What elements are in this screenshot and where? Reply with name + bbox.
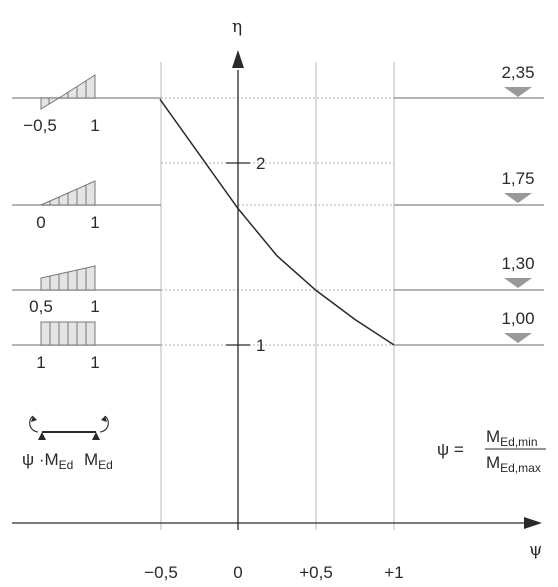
level-label-1-30: 1,30 bbox=[501, 254, 534, 273]
y-tick-2-label: 2 bbox=[256, 154, 265, 173]
level-label-1-75: 1,75 bbox=[501, 169, 534, 188]
moment-right-value-1: 1 bbox=[90, 353, 99, 372]
x-tick-label-0: 0 bbox=[233, 563, 242, 582]
psi-formula: ψ = MEd,min MEd,max bbox=[437, 427, 546, 475]
moment-right-value-neg05: 1 bbox=[90, 116, 99, 135]
x-tick-label-1: +1 bbox=[384, 563, 403, 582]
x-axis-symbol: ψ bbox=[529, 540, 542, 560]
x-axis-arrowhead bbox=[524, 517, 542, 529]
moment-left-value-1: 1 bbox=[36, 353, 45, 372]
y-axis: η 2 1 bbox=[226, 17, 265, 530]
moment-arrowhead-right-icon bbox=[101, 416, 107, 422]
beam-sketch: ψ ·MEd MEd bbox=[22, 415, 113, 472]
level-marker-1-00 bbox=[504, 333, 532, 343]
moment-diagram-05: 0,5 1 bbox=[29, 265, 100, 316]
formula-lhs: ψ = bbox=[437, 440, 464, 459]
level-label-1-00: 1,00 bbox=[501, 309, 534, 328]
moment-arrow-left-icon bbox=[29, 415, 39, 433]
moment-right-value-05: 1 bbox=[90, 297, 99, 316]
level-marker-1-30 bbox=[504, 278, 532, 288]
moment-left-value-0: 0 bbox=[36, 213, 45, 232]
moment-diagram-1: 1 1 bbox=[36, 321, 100, 372]
moment-diagram-neg05: −0,5 1 bbox=[23, 74, 100, 135]
moment-diagrams: −0,5 1 0 1 0,5 1 1 1 bbox=[23, 74, 100, 372]
level-labels-right: 2,35 1,75 1,30 1,00 bbox=[501, 63, 535, 343]
beam-left-moment-label: ψ ·MEd bbox=[22, 450, 73, 472]
formula-numerator: MEd,min bbox=[486, 427, 538, 449]
x-tick-label-neg05: −0,5 bbox=[144, 563, 178, 582]
dotted-guides bbox=[161, 97, 394, 346]
beam-right-moment-label: MEd bbox=[84, 450, 113, 472]
beam-support-left bbox=[38, 432, 46, 440]
x-axis: ψ −0,5 0 +0,5 +1 bbox=[12, 517, 542, 582]
moment-arrow-right-icon bbox=[99, 415, 109, 433]
formula-denominator: MEd,max bbox=[486, 453, 541, 475]
moment-arrowhead-left-icon bbox=[31, 416, 37, 422]
vertical-gridlines bbox=[160, 62, 395, 530]
beam-support-right bbox=[92, 432, 100, 440]
level-label-2-35: 2,35 bbox=[501, 63, 534, 82]
level-marker-2-35 bbox=[504, 87, 532, 97]
level-marker-1-75 bbox=[504, 193, 532, 203]
moment-left-value-05: 0,5 bbox=[29, 297, 53, 316]
moment-left-value-neg05: −0,5 bbox=[23, 116, 57, 135]
moment-diagram-0: 0 1 bbox=[36, 180, 100, 232]
y-axis-symbol: η bbox=[232, 17, 242, 37]
y-tick-1-label: 1 bbox=[256, 336, 265, 355]
moment-right-value-0: 1 bbox=[90, 213, 99, 232]
eta-curve bbox=[159, 98, 395, 346]
x-tick-label-05: +0,5 bbox=[299, 563, 333, 582]
moment-shape-neg05 bbox=[40, 97, 61, 110]
y-axis-arrowhead bbox=[232, 50, 244, 68]
